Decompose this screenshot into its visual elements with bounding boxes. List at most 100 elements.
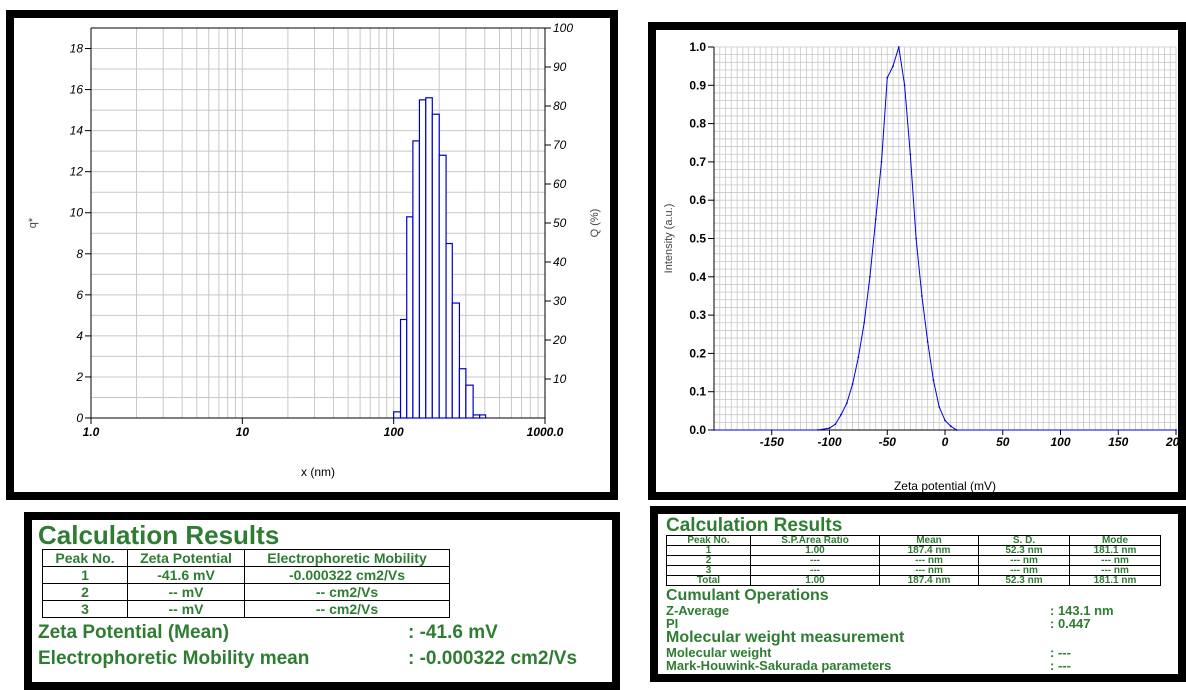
y-tick-label: 0.5 [689,232,706,246]
table-cell: -- cm2/Vs [244,600,450,618]
zeta-mean-row: Zeta Potential (Mean) : -41.6 mV [38,622,606,644]
y-tick-label: 0.7 [689,155,706,169]
zeta-series-point [915,237,918,240]
zeta-series-point [880,161,883,163]
table-cell: 52.3 nm [978,575,1070,586]
y2-tick-label: 50 [553,216,567,230]
x-tick-label: 200 [1165,435,1178,449]
histogram-bar [425,97,433,419]
x-tick-label: 100 [1050,435,1070,449]
table-cell: -- mV [127,583,245,601]
table-cell: --- nm [879,555,979,566]
table-header: Mean [879,535,979,546]
table-header: Peak No. [42,549,128,567]
histogram-bar [458,368,467,419]
zeta-series-point [909,153,912,156]
histogram-bar [412,140,421,419]
y2-tick-label: 40 [553,255,567,269]
table-cell: --- [750,555,880,566]
zeta-series-point [713,429,715,431]
table-row: 1 1.00 187.4 nm 52.3 nm 181.1 nm [666,545,1161,556]
histogram-bar [451,302,461,419]
x-tick-label: -150 [760,435,784,449]
zeta-series-point [938,406,941,408]
zeta-results-title: Calculation Results [38,520,280,550]
x-tick-label: 150 [1108,435,1128,449]
y-tick-label: 0.4 [689,270,706,284]
table-cell: --- [750,565,880,576]
y-tick-label: 8 [76,247,83,261]
mobility-mean-label: Electrophoretic Mobility mean [38,648,310,669]
y-tick-label: 16 [70,83,84,97]
table-cell: --- nm [1069,555,1161,566]
table-row: 1 -41.6 mV -0.000322 cm2/Vs [42,566,450,584]
y-tick-label: 0.8 [689,117,706,131]
y-tick-label: 0 [76,411,83,425]
table-header: S. D. [978,535,1070,546]
table-cell: --- nm [978,565,1070,576]
histogram-bar [438,154,447,419]
table-row: 2 --- --- nm --- nm --- nm [666,555,1161,566]
zeta-series-line [714,46,1176,431]
table-cell: 2 [666,555,751,566]
table-row: 3 --- --- nm --- nm --- nm [666,565,1161,576]
table-header: Zeta Potential [127,549,245,567]
zeta-series-point [921,295,923,297]
y-tick-label: 12 [70,165,84,179]
y2-tick-label: 10 [553,372,567,386]
zeta-series-point [955,429,958,431]
y-axis-label-right: Q (%) [589,209,601,238]
pi-row: PI : 0.447 [666,617,1172,630]
size-results-table: Peak No. S.P.Area Ratio Mean S. D. Mode … [666,535,1161,586]
table-cell: 1.00 [750,545,880,556]
table-cell: 187.4 nm [879,545,979,556]
y-tick-label: 0.3 [689,308,706,322]
cumulant-title: Cumulant Operations [666,587,829,604]
y-tick-label: 10 [70,206,84,220]
x-axis-label: Zeta potential (mV) [894,479,996,492]
table-header: Peak No. [666,535,751,546]
table-cell: 187.4 nm [879,575,979,586]
y2-tick-label: 30 [553,294,567,308]
y2-tick-label: 20 [552,333,567,347]
y-tick-label: 6 [76,288,83,302]
histogram-bar [431,113,440,419]
zeta-potential-chart: 0.0 0.1 0.2 0.3 0.4 0.5 0.6 0.7 0.8 0.9 1.0 -150 -10… [663,40,1186,493]
table-cell: 52.3 nm [978,545,1070,556]
zeta-series-point [944,419,946,422]
table-cell: -- cm2/Vs [244,583,450,601]
zeta-series-point [845,402,848,405]
zeta-series-point [863,321,866,324]
zeta-series-point [869,275,871,278]
zeta-results-panel: Calculation Results Peak No. Zeta Potent… [24,512,620,690]
zeta-series-point [903,84,906,87]
mw-row: Molecular weight : --- [666,646,1172,659]
table-header: S.P.Area Ratio [750,535,880,546]
table-cell: 2 [42,583,128,601]
zeta-series-point [851,383,854,385]
table-header-row: Peak No. Zeta Potential Electrophoretic … [42,549,450,567]
y2-tick-label: 70 [553,138,567,152]
mw-title: Molecular weight measurement [666,629,905,646]
y2-tick-label: 100 [553,21,573,35]
zeta-series-point [886,76,889,79]
y2-tick-label: 90 [553,60,567,74]
zeta-series-point [949,425,952,428]
table-cell: --- nm [978,555,1070,566]
table-cell: 1.00 [750,575,880,586]
zeta-mean-label: Zeta Potential (Mean) [38,622,230,643]
table-cell: --- nm [1069,565,1161,576]
histogram-bar [465,384,474,419]
mw-value: : --- [1050,645,1071,660]
y-tick-label: 14 [70,124,84,138]
x-tick-label: 1.0 [83,425,100,439]
mw-label: Molecular weight [666,645,772,660]
histogram-bar [472,414,481,419]
zeta-series-point [932,379,935,382]
size-distribution-chart: 0 2 4 6 8 10 12 14 16 18 10 20 30 40 50 60 70 80 90 100 1.0 1… [27,21,601,479]
table-cell: 181.1 nm [1069,545,1161,556]
table-cell: -- mV [127,600,245,618]
mhs-value: : --- [1050,658,1071,673]
zeta-series-point [834,423,837,426]
zeta-series-point [828,427,831,429]
